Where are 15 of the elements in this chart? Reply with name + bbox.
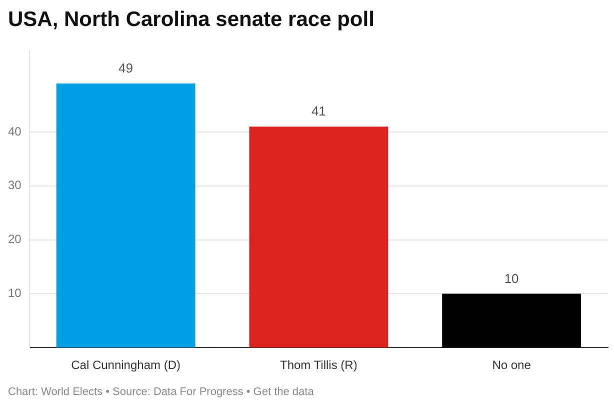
y-tick-label: 20 [8, 232, 22, 246]
bar [56, 84, 196, 348]
data-label: 10 [504, 270, 519, 286]
bar [249, 126, 388, 348]
data-label: 41 [311, 104, 326, 119]
y-tick-label: 40 [8, 124, 22, 138]
x-tick-label: Cal Cunningham (D) [71, 358, 180, 372]
chart-title: USA, North Carolina senate race poll [8, 8, 374, 32]
x-tick-label: No one [492, 358, 532, 372]
text: Chart: World Elects • Source: Data For Progress • Get the data [8, 386, 314, 398]
data-label: 49 [118, 60, 134, 76]
y-tick-label: 10 [8, 286, 22, 300]
y-tick-label: 30 [8, 178, 22, 192]
bar [442, 294, 581, 348]
x-tick-label: Thom Tillis (R) [280, 358, 358, 372]
